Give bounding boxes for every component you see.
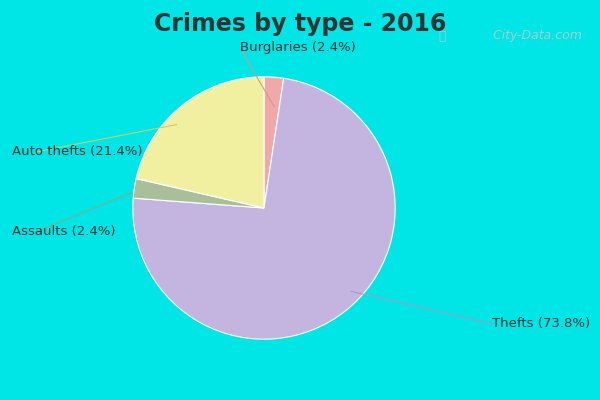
Wedge shape bbox=[136, 77, 264, 208]
Text: Burglaries (2.4%): Burglaries (2.4%) bbox=[240, 42, 356, 54]
Wedge shape bbox=[133, 178, 264, 208]
Wedge shape bbox=[133, 78, 395, 339]
Text: Auto thefts (21.4%): Auto thefts (21.4%) bbox=[12, 146, 143, 158]
Text: Assaults (2.4%): Assaults (2.4%) bbox=[12, 226, 115, 238]
Wedge shape bbox=[264, 77, 284, 208]
Text: City-Data.com: City-Data.com bbox=[489, 30, 582, 42]
Text: Thefts (73.8%): Thefts (73.8%) bbox=[492, 318, 590, 330]
Text: Ⓘ: Ⓘ bbox=[438, 30, 445, 42]
Text: Crimes by type - 2016: Crimes by type - 2016 bbox=[154, 12, 446, 36]
